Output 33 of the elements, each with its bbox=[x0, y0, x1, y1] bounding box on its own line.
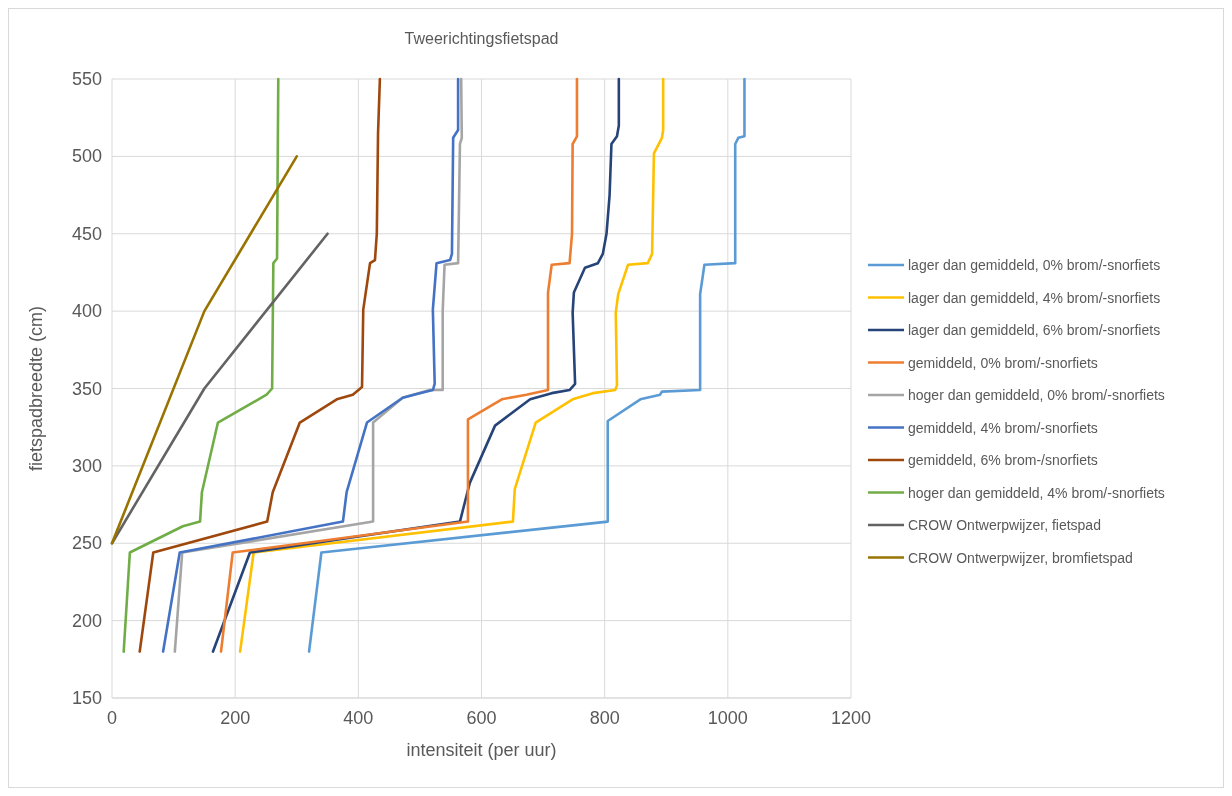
y-tick-label: 200 bbox=[71, 610, 102, 631]
legend-label: gemiddeld, 4% brom/-snorfiets bbox=[908, 419, 1098, 436]
legend-label: gemiddeld, 0% brom/-snorfiets bbox=[908, 354, 1098, 371]
line-series bbox=[307, 77, 746, 653]
legend-label: CROW Ontwerpwijzer, fietspad bbox=[908, 517, 1101, 533]
y-tick-label: 250 bbox=[71, 533, 102, 554]
x-tick-label: 400 bbox=[343, 708, 374, 728]
y-axis-title: fietspadbreedte (cm) bbox=[26, 305, 46, 472]
legend-label: gemiddeld, 6% brom-/snorfiets bbox=[908, 452, 1098, 468]
x-tick-label: 600 bbox=[466, 708, 497, 728]
x-tick-label: 200 bbox=[220, 708, 251, 728]
legend-label: hoger dan gemiddeld, 0% brom/-snorfiets bbox=[908, 387, 1165, 403]
y-tick-label: 150 bbox=[71, 688, 102, 708]
x-tick-label: 1000 bbox=[707, 708, 748, 728]
legend-label: lager dan gemiddeld, 4% brom/-snorfiets bbox=[908, 289, 1161, 306]
x-tick-label: 1200 bbox=[830, 708, 872, 728]
y-tick-label: 400 bbox=[71, 301, 102, 322]
y-tick-label: 450 bbox=[71, 223, 102, 244]
chart-title: Tweerichtingsfietspad bbox=[404, 30, 559, 47]
x-tick-label: 800 bbox=[589, 708, 620, 728]
y-tick-label: 300 bbox=[71, 455, 102, 476]
legend-label: hoger dan gemiddeld, 4% brom/-snorfiets bbox=[908, 484, 1165, 501]
x-tick-label: 0 bbox=[106, 708, 118, 728]
y-tick-label: 550 bbox=[71, 69, 102, 89]
line-series bbox=[238, 77, 665, 653]
legend-label: lager dan gemiddeld, 6% brom/-snorfiets bbox=[908, 322, 1161, 338]
y-tick-label: 350 bbox=[71, 378, 102, 399]
legend-label: CROW Ontwerpwijzer, bromfietspad bbox=[908, 549, 1133, 566]
legend-label: lager dan gemiddeld, 0% brom/-snorfiets bbox=[908, 257, 1161, 273]
x-axis-title: intensiteit (per uur) bbox=[406, 740, 557, 760]
y-tick-label: 500 bbox=[71, 146, 102, 167]
line-series bbox=[122, 77, 280, 653]
line-series bbox=[138, 77, 382, 653]
